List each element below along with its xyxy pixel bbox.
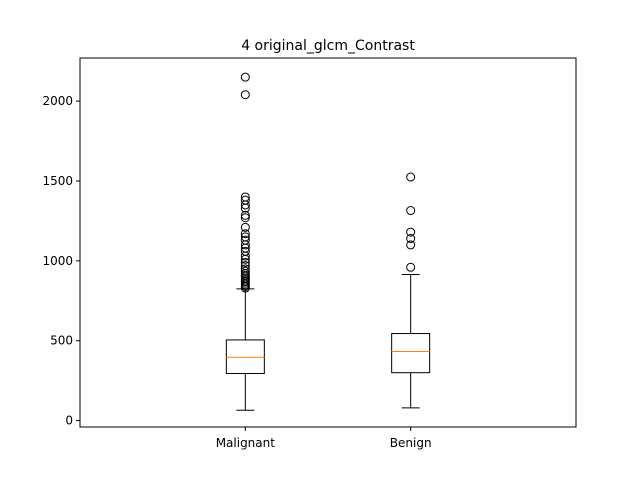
y-tick-label-1: 500 [50, 334, 73, 348]
outlier-0-16 [240, 246, 250, 256]
outlier-0-22 [240, 222, 250, 232]
outlier-1-5 [406, 172, 416, 182]
outlier-0-12 [240, 261, 250, 271]
x-tick-label-0: Malignant [216, 436, 276, 450]
outlier-0-20 [240, 232, 250, 242]
outlier-1-3 [406, 227, 416, 237]
y-tick-label-4: 2000 [42, 94, 73, 108]
outlier-1-2 [406, 234, 416, 244]
y-tick-label-2: 1000 [42, 254, 73, 268]
outlier-0-21 [240, 229, 250, 239]
outlier-1-4 [406, 206, 416, 216]
outlier-0-27 [240, 195, 250, 205]
outlier-0-24 [240, 210, 250, 220]
outlier-1-1 [406, 240, 416, 250]
outlier-1-0 [406, 262, 416, 272]
y-tick-label-3: 1500 [42, 174, 73, 188]
plot-area: 0 500 1000 1500 2000 Malignant Benign [42, 57, 577, 450]
outlier-0-10 [240, 266, 250, 276]
outlier-0-11 [240, 264, 250, 274]
outlier-0-29 [240, 90, 250, 100]
outlier-0-30 [240, 72, 250, 82]
y-tick-label-0: 0 [65, 414, 73, 428]
x-tick-label-1: Benign [390, 436, 432, 450]
outlier-0-23 [240, 213, 250, 223]
axes-frame [79, 57, 577, 428]
box-1 [391, 333, 431, 374]
outlier-0-28 [240, 192, 250, 202]
chart-title: 4 original_glcm_Contrast [241, 38, 415, 54]
outlier-0-19 [240, 235, 250, 245]
outlier-0-13 [240, 257, 250, 267]
